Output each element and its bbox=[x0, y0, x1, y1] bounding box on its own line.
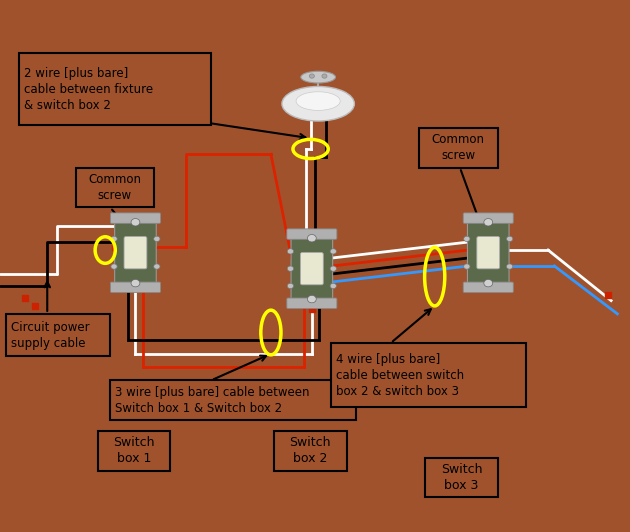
Circle shape bbox=[484, 219, 493, 226]
Circle shape bbox=[309, 74, 314, 78]
Bar bbox=[425, 458, 498, 497]
Bar bbox=[19, 53, 211, 125]
FancyBboxPatch shape bbox=[115, 216, 156, 289]
Text: 4 wire [plus bare]
cable between switch
box 2 & switch box 3: 4 wire [plus bare] cable between switch … bbox=[336, 353, 464, 397]
Text: Switch
box 2: Switch box 2 bbox=[290, 436, 331, 466]
Circle shape bbox=[330, 283, 336, 288]
Text: Circuit power
supply cable: Circuit power supply cable bbox=[11, 321, 90, 350]
FancyBboxPatch shape bbox=[467, 216, 509, 289]
Circle shape bbox=[307, 295, 316, 303]
Circle shape bbox=[131, 219, 140, 226]
FancyBboxPatch shape bbox=[287, 229, 337, 239]
FancyBboxPatch shape bbox=[110, 213, 161, 223]
Circle shape bbox=[287, 249, 294, 254]
Circle shape bbox=[507, 236, 513, 242]
Circle shape bbox=[287, 283, 294, 288]
Bar bbox=[98, 431, 170, 471]
Text: Common
screw: Common screw bbox=[432, 133, 485, 162]
Circle shape bbox=[287, 266, 294, 271]
Text: Switch
box 3: Switch box 3 bbox=[441, 463, 482, 492]
Bar bbox=[6, 314, 110, 356]
Text: 2 wire [plus bare]
cable between fixture
& switch box 2: 2 wire [plus bare] cable between fixture… bbox=[24, 66, 153, 112]
FancyBboxPatch shape bbox=[463, 282, 513, 293]
FancyBboxPatch shape bbox=[287, 298, 337, 309]
Text: Common
screw: Common screw bbox=[88, 173, 142, 202]
Circle shape bbox=[154, 236, 160, 242]
Circle shape bbox=[322, 74, 327, 78]
FancyBboxPatch shape bbox=[301, 253, 323, 285]
Bar bbox=[331, 343, 526, 407]
Circle shape bbox=[154, 264, 160, 269]
Text: Switch
box 1: Switch box 1 bbox=[113, 436, 154, 466]
Circle shape bbox=[507, 264, 513, 269]
FancyBboxPatch shape bbox=[110, 282, 161, 293]
Ellipse shape bbox=[282, 86, 354, 121]
Circle shape bbox=[307, 235, 316, 242]
Circle shape bbox=[464, 264, 470, 269]
FancyBboxPatch shape bbox=[477, 237, 500, 269]
Bar bbox=[76, 168, 154, 207]
Ellipse shape bbox=[296, 92, 340, 111]
FancyBboxPatch shape bbox=[291, 232, 333, 305]
Circle shape bbox=[330, 266, 336, 271]
Text: 3 wire [plus bare] cable between
Switch box 1 & Switch box 2: 3 wire [plus bare] cable between Switch … bbox=[115, 386, 310, 415]
Circle shape bbox=[464, 236, 470, 242]
Bar bbox=[419, 128, 498, 168]
Bar bbox=[110, 380, 356, 420]
Bar bbox=[274, 431, 347, 471]
Circle shape bbox=[484, 279, 493, 287]
Ellipse shape bbox=[301, 71, 335, 83]
FancyBboxPatch shape bbox=[124, 237, 147, 269]
Circle shape bbox=[111, 236, 117, 242]
Circle shape bbox=[330, 249, 336, 254]
Circle shape bbox=[131, 279, 140, 287]
FancyBboxPatch shape bbox=[463, 213, 513, 223]
Circle shape bbox=[111, 264, 117, 269]
